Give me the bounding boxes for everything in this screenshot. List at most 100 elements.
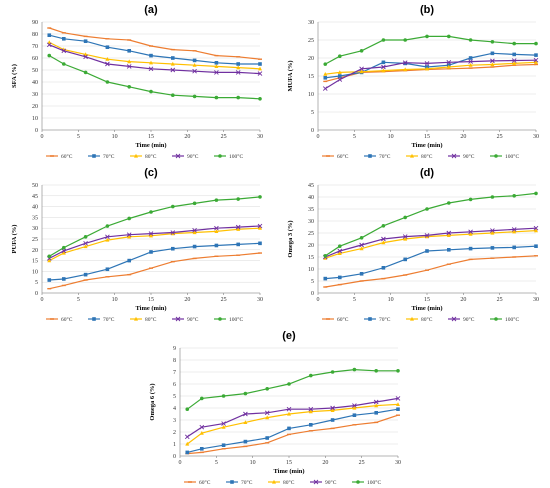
x-tick-label: 15	[424, 297, 430, 303]
series-80°C	[323, 228, 538, 260]
y-tick-label: 0	[311, 128, 314, 134]
y-tick-label: 30	[32, 226, 38, 232]
x-tick-label: 5	[353, 297, 356, 303]
data-point	[258, 62, 262, 66]
legend-item: 90°C	[448, 153, 475, 160]
data-point	[264, 410, 270, 416]
data-point	[468, 246, 473, 251]
y-axis-label: PUFA (%)	[11, 225, 18, 254]
legend-label: 80°C	[283, 479, 295, 486]
data-point	[149, 89, 153, 94]
data-point	[47, 40, 52, 44]
data-point	[403, 67, 408, 72]
data-point	[490, 228, 495, 233]
data-point	[200, 447, 204, 451]
data-point	[185, 441, 190, 446]
data-point	[171, 93, 175, 97]
data-point	[265, 415, 270, 420]
data-point	[337, 70, 342, 74]
data-point	[534, 60, 538, 64]
data-point	[149, 53, 153, 58]
legend-item: 80°C	[406, 153, 433, 160]
data-point	[170, 67, 176, 73]
series-line	[187, 414, 399, 455]
data-point	[46, 42, 52, 48]
data-point	[402, 234, 408, 239]
legend-label: 90°C	[187, 316, 199, 323]
data-point	[395, 396, 401, 401]
data-point	[468, 59, 473, 64]
legend-item: 60°C	[322, 316, 349, 323]
series-100°C	[323, 34, 538, 66]
legend-item: 90°C	[172, 153, 199, 160]
x-axis-label: Time (min)	[135, 142, 166, 149]
data-point	[490, 230, 495, 235]
data-point	[352, 403, 357, 408]
data-point	[374, 369, 378, 373]
data-point	[468, 38, 473, 42]
data-point	[61, 248, 67, 254]
data-point	[105, 267, 110, 272]
legend-label: 60°C	[337, 153, 349, 160]
x-tick-label: 15	[148, 297, 154, 303]
y-tick-label: 90	[32, 20, 38, 26]
series-100°C	[185, 367, 400, 411]
data-point	[83, 241, 88, 246]
data-point	[236, 242, 240, 247]
data-point	[424, 61, 430, 66]
data-point	[425, 34, 429, 39]
legend-item: 60°C	[184, 479, 211, 486]
data-point	[214, 243, 219, 248]
x-tick-label: 15	[148, 134, 154, 140]
data-point	[199, 424, 205, 430]
data-point	[171, 246, 175, 251]
data-point	[446, 233, 451, 237]
x-tick-label: 10	[250, 460, 256, 466]
data-point	[322, 86, 328, 91]
data-point	[235, 224, 241, 230]
chart-c: (c) 0 5 10 15 20 25 30 35 40 45 50 0 5 10 15 20 25 30 Time …	[11, 167, 263, 323]
data-point	[381, 240, 386, 245]
legend-item: 70°C	[364, 316, 391, 323]
data-point	[403, 38, 407, 42]
series-90°C	[184, 396, 401, 440]
data-point	[221, 394, 226, 398]
data-point	[83, 70, 88, 75]
data-point	[235, 70, 241, 75]
data-point	[221, 443, 226, 447]
series-line	[49, 27, 261, 60]
data-point	[323, 276, 328, 281]
y-tick-label: 50	[32, 183, 38, 189]
legend-item: 100°C	[490, 316, 519, 323]
data-point	[127, 216, 131, 221]
data-point	[105, 57, 110, 61]
series-line	[187, 408, 399, 453]
data-point	[105, 234, 110, 240]
y-tick-label: 30	[32, 92, 38, 98]
data-point	[258, 195, 262, 199]
data-point	[425, 249, 429, 253]
x-axis-label: Time (min)	[411, 142, 442, 149]
y-tick-label: 10	[32, 116, 38, 122]
series-100°C	[323, 191, 538, 258]
data-point	[192, 63, 197, 67]
x-tick-label: 30	[257, 134, 263, 140]
legend-marker	[92, 154, 96, 158]
y-tick-label: 6	[173, 382, 176, 388]
x-tick-label: 25	[497, 134, 503, 140]
legend-label: 90°C	[325, 479, 337, 486]
legend-label: 100°C	[505, 316, 519, 323]
data-point	[374, 411, 378, 415]
series-80°C	[185, 402, 400, 446]
series-line	[48, 55, 261, 100]
chart-e: (e) 0 1 2 3 4 5 6 7 8 9 0 5 10 15 20 25 30 Time (min) Omega…	[149, 330, 401, 486]
data-point	[149, 210, 153, 214]
legend-marker	[368, 154, 372, 158]
legend-label: 100°C	[367, 479, 381, 486]
data-point	[468, 197, 473, 202]
legend-label: 100°C	[505, 153, 519, 160]
x-tick-label: 20	[184, 134, 190, 140]
y-tick-label: 25	[308, 38, 314, 44]
data-point	[105, 237, 110, 242]
legend-marker	[356, 480, 360, 484]
